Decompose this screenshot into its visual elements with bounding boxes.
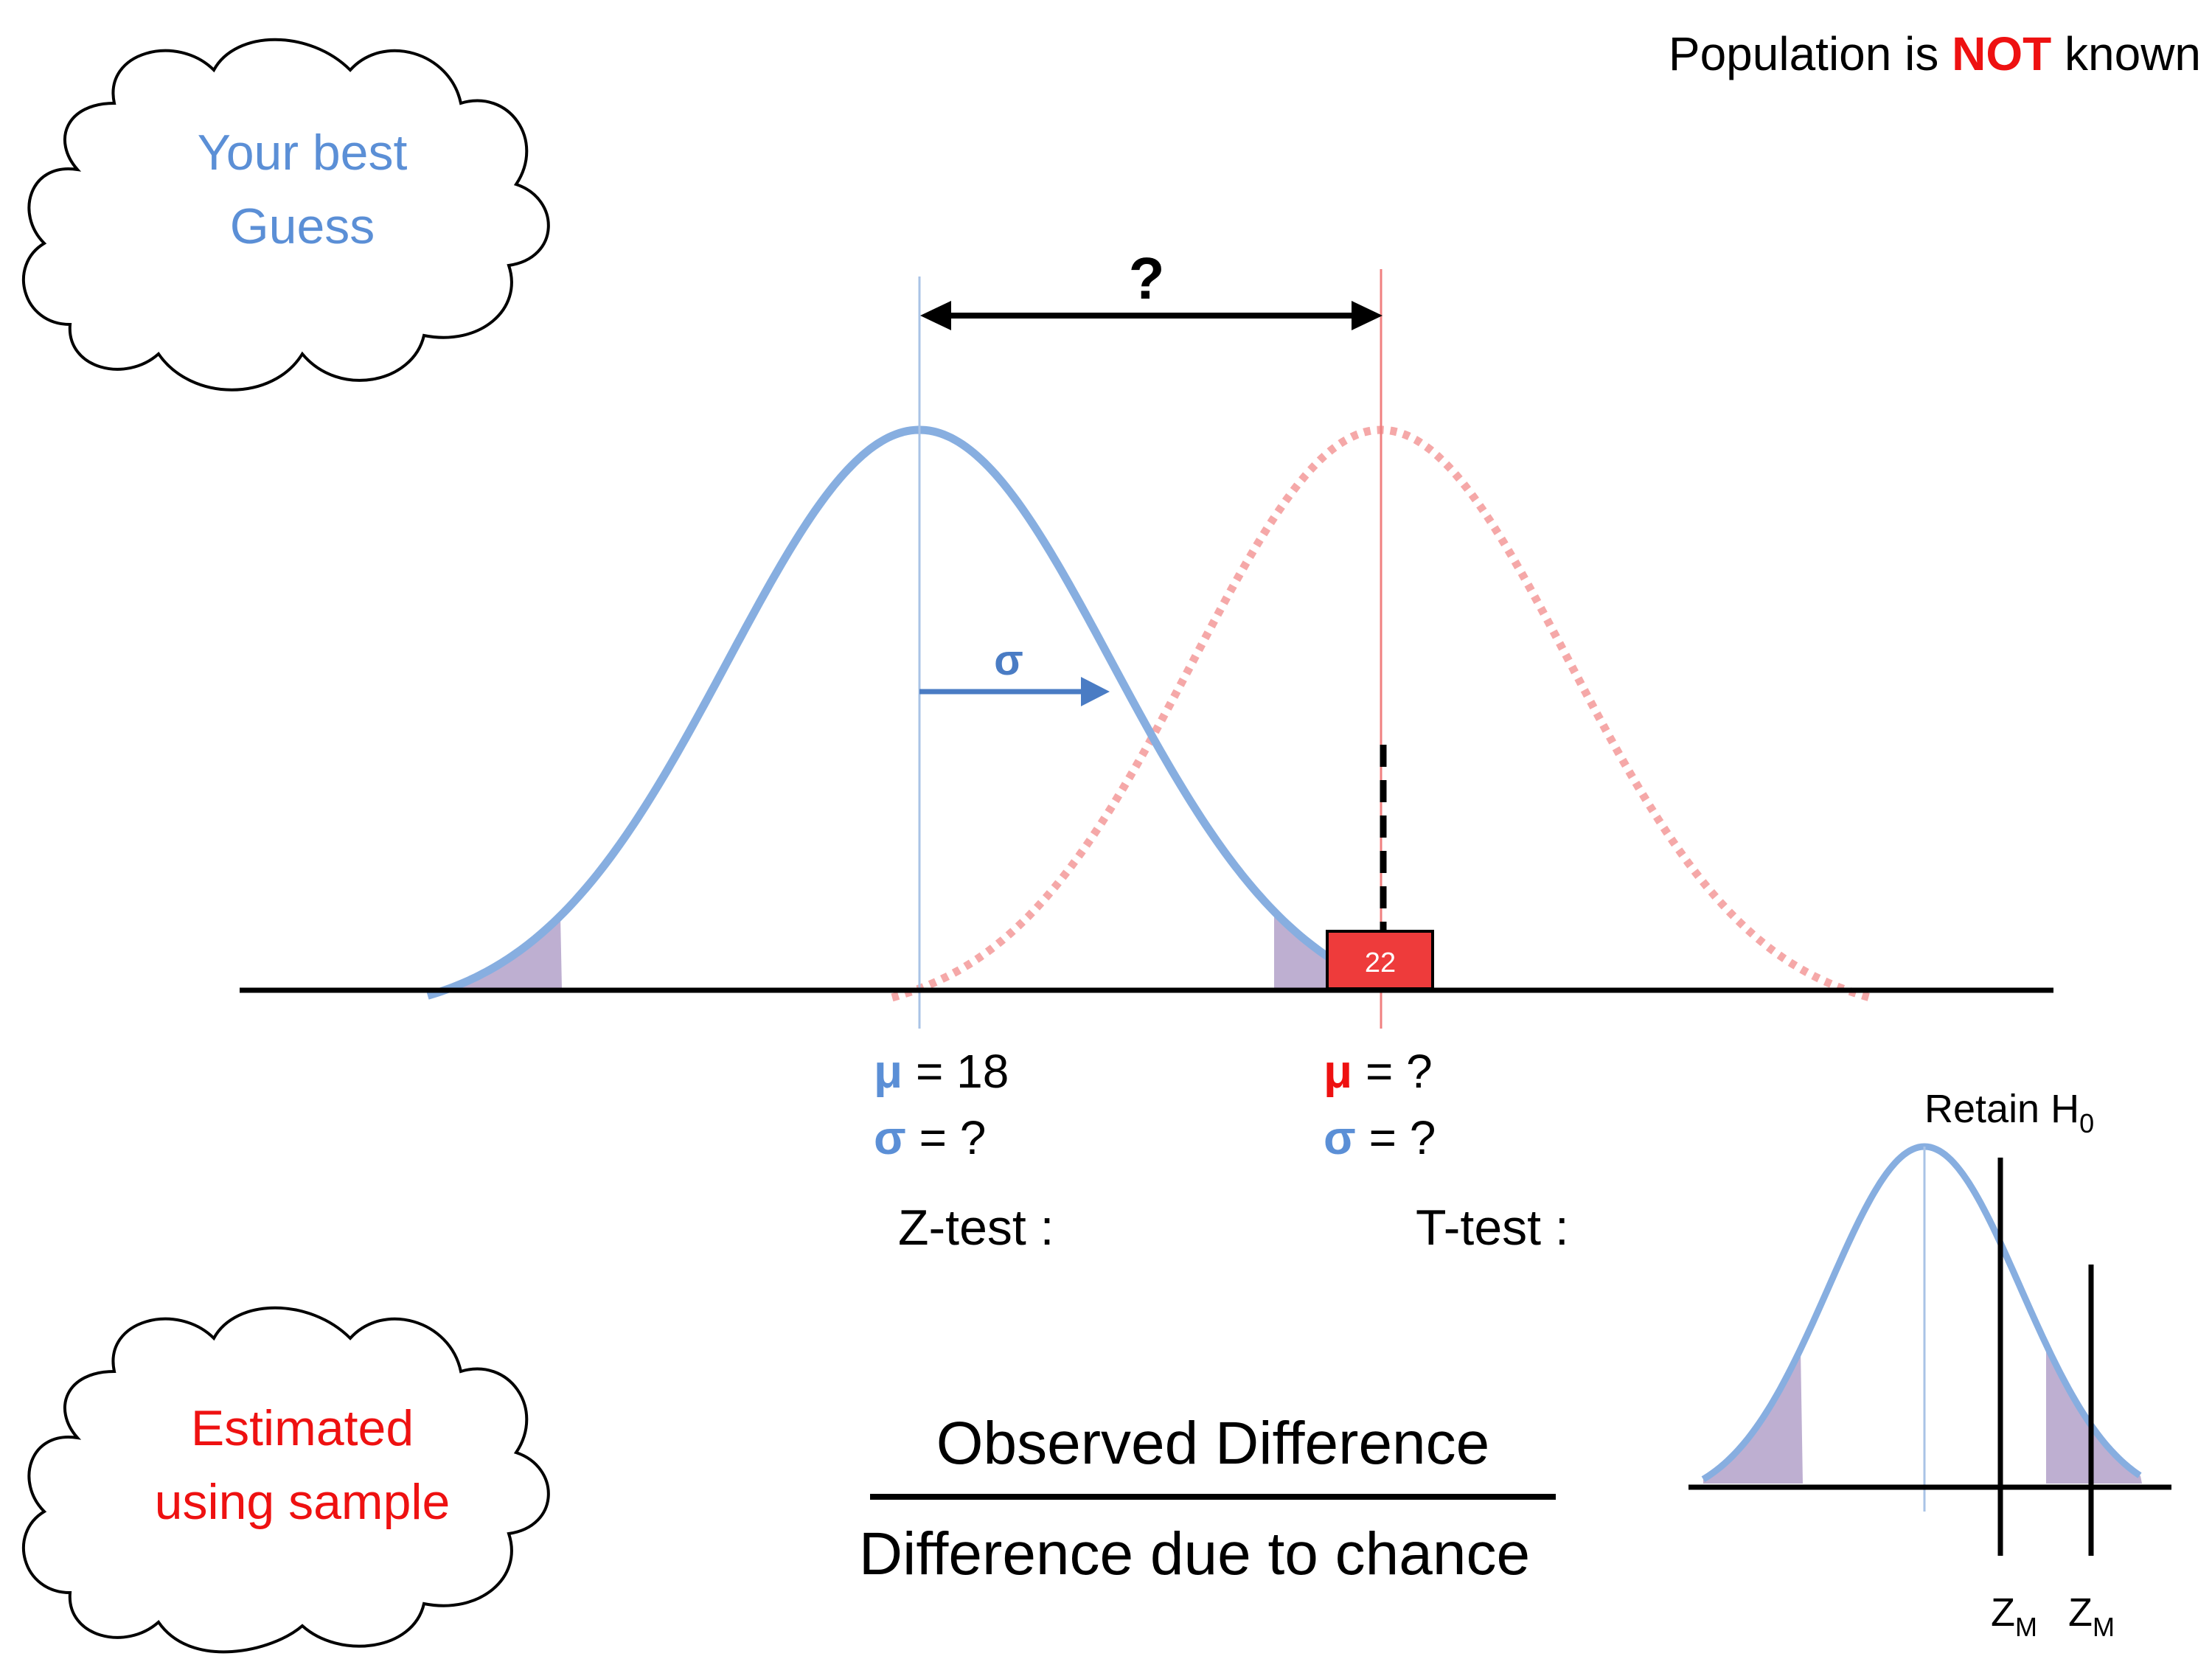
left-params: μ = 18 σ = ?	[874, 1045, 1009, 1164]
left-sigma-text: σ = ?	[874, 1111, 986, 1164]
formula-denominator: Difference due to chance	[859, 1520, 1530, 1587]
z-test-label: Z-test :	[898, 1200, 1054, 1256]
main-chart: 22 ? σ	[240, 246, 2053, 1029]
left-mu-text: μ = 18	[874, 1045, 1009, 1098]
formula-numerator: Observed Difference	[936, 1410, 1490, 1477]
formula: Observed Difference Difference due to ch…	[859, 1410, 1556, 1587]
right-sigma-text: σ = ?	[1324, 1111, 1436, 1164]
cloud-bottom: Estimated using sample	[22, 1306, 550, 1654]
zm-label-2: ZM	[2068, 1590, 2115, 1642]
right-arrow-icon	[919, 677, 1110, 706]
sample-value-label: 22	[1365, 947, 1396, 978]
right-params: μ = ? σ = ?	[1324, 1045, 1436, 1164]
cloud-shape	[22, 1306, 550, 1654]
sigma-arrow-label: σ	[994, 636, 1023, 684]
cloud-top-line1: Your best	[198, 125, 408, 181]
alternative-distribution-curve	[891, 425, 1874, 1003]
header-text: Population is NOT known	[1669, 27, 2201, 80]
mini-distribution-curve	[1701, 1143, 2142, 1483]
cloud-bottom-line2: using sample	[155, 1474, 451, 1530]
cloud-top: Your best Guess	[22, 38, 550, 392]
double-arrow-icon	[920, 301, 1382, 330]
mini-left-tail-area	[1703, 1349, 1803, 1484]
cloud-shape	[22, 38, 550, 392]
mini-chart: Retain H0 ZM ZM	[1688, 1087, 2171, 1642]
zm-label-1: ZM	[1991, 1590, 2037, 1642]
cloud-top-line2: Guess	[230, 198, 375, 254]
cloud-bottom-line1: Estimated	[191, 1400, 414, 1456]
right-mu-text: μ = ?	[1324, 1045, 1433, 1098]
t-test-label: T-test :	[1416, 1200, 1569, 1256]
null-distribution-curve	[426, 425, 1352, 1000]
retain-h0-label: Retain H0	[1924, 1087, 2094, 1138]
distance-label: ?	[1129, 246, 1165, 311]
mini-right-tail-area	[2046, 1344, 2142, 1484]
sample-value-box: 22	[1326, 930, 1434, 990]
left-tail-area	[428, 916, 562, 996]
